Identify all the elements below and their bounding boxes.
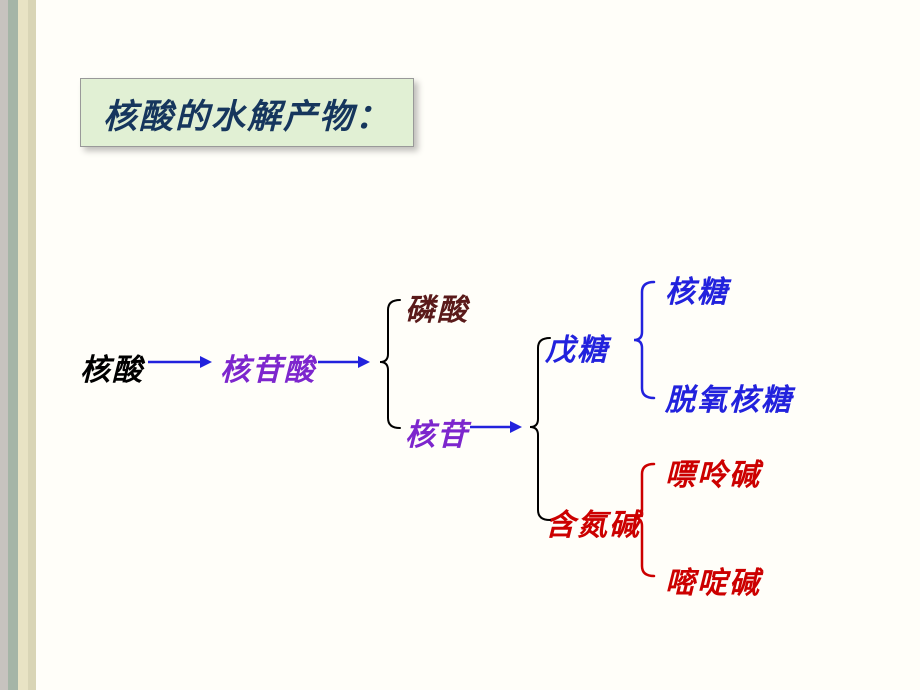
side-stripe xyxy=(0,0,36,690)
node-phosphate: 磷酸 xyxy=(405,285,469,329)
stripe-segment xyxy=(28,0,36,690)
node-base: 含氮碱 xyxy=(545,500,641,544)
node-nucleotide: 核苷酸 xyxy=(220,345,316,389)
stripe-segment xyxy=(18,0,28,690)
node-ribose: 核糖 xyxy=(665,267,729,311)
title-box: 核酸的水解产物： xyxy=(80,78,414,147)
node-nucleoside: 核苷 xyxy=(405,410,469,454)
page-title: 核酸的水解产物： xyxy=(103,99,391,136)
node-pentose: 戊糖 xyxy=(545,325,609,369)
node-root: 核酸 xyxy=(80,345,144,389)
node-purine: 嘌呤碱 xyxy=(665,450,761,494)
node-deoxyribose: 脱氧核糖 xyxy=(665,375,793,419)
stripe-segment xyxy=(0,0,8,690)
node-pyrimidine: 嘧啶碱 xyxy=(665,558,761,602)
stripe-segment xyxy=(8,0,18,690)
